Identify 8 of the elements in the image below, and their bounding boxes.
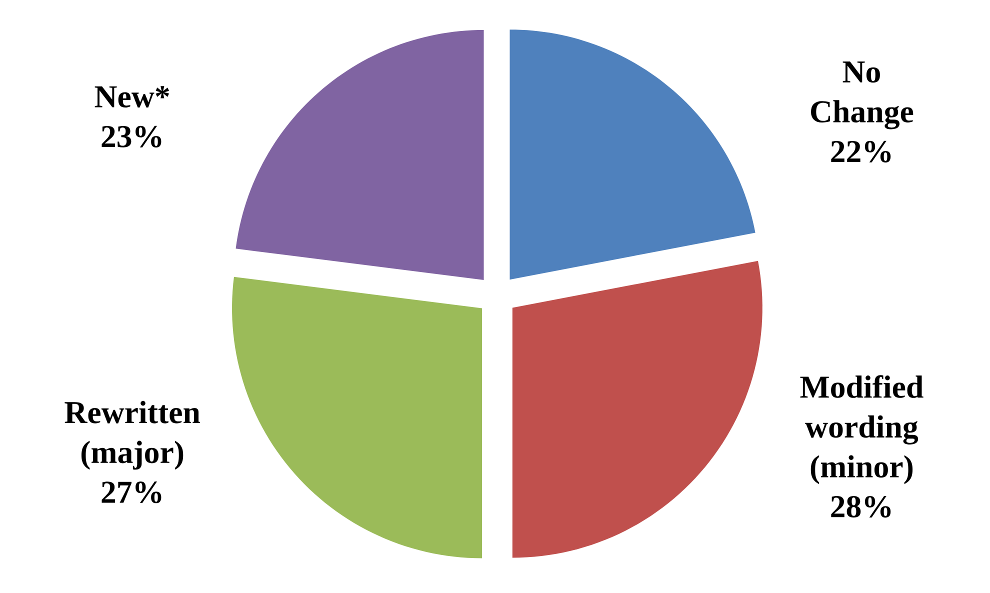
slice-label: Rewritten (major) bbox=[64, 400, 200, 470]
slice-label: New* bbox=[94, 86, 170, 108]
data-label: 28% bbox=[831, 496, 891, 518]
data-label: 22% bbox=[831, 140, 891, 162]
data-label: 27% bbox=[102, 482, 162, 504]
slice-label: No Change bbox=[811, 61, 914, 130]
slice-label: Modified wording (minor) bbox=[800, 375, 924, 484]
data-label: 23% bbox=[102, 126, 162, 148]
